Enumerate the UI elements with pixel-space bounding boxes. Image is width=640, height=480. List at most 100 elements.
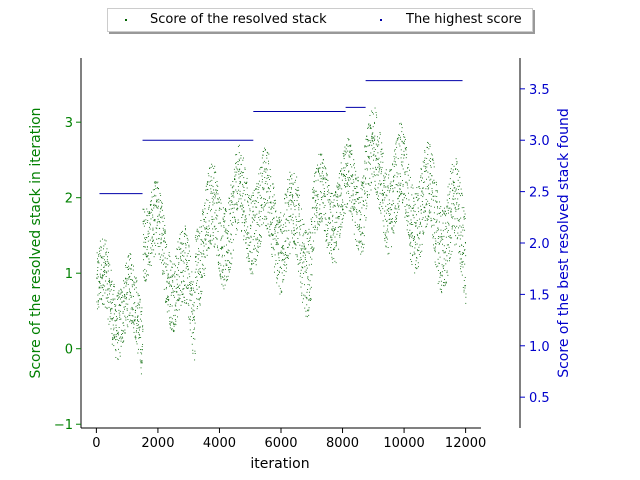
resolved-point [215,236,217,238]
resolved-point [353,186,355,188]
resolved-point [416,187,418,189]
resolved-point [260,205,262,206]
resolved-point [456,173,458,175]
resolved-point [334,194,336,196]
resolved-point [362,250,364,252]
resolved-point [296,194,298,196]
resolved-point [228,240,230,242]
resolved-point [385,246,387,248]
resolved-point [254,233,256,234]
resolved-point [446,270,448,272]
resolved-point [432,196,434,197]
resolved-point [334,247,336,249]
resolved-point [297,194,299,196]
resolved-point [244,216,246,218]
resolved-point [239,206,241,208]
resolved-point [450,208,452,210]
resolved-point [374,123,376,124]
resolved-point [296,254,298,256]
resolved-point [275,244,277,246]
resolved-point [327,244,329,246]
resolved-point [396,217,397,219]
resolved-point [455,163,457,165]
resolved-point [349,210,351,212]
resolved-point [193,319,195,321]
resolved-point [114,298,116,300]
resolved-point [415,264,416,266]
resolved-point [224,278,226,280]
resolved-point [106,283,108,285]
resolved-point [227,237,229,239]
resolved-point [410,245,412,247]
left-y-tick-label: 2 [65,192,73,207]
resolved-point [407,224,409,226]
resolved-point [284,202,286,204]
resolved-point [440,291,442,292]
resolved-point [377,163,379,165]
resolved-point [273,188,274,189]
resolved-point [244,222,246,224]
resolved-point [366,191,368,192]
resolved-point [284,230,286,232]
resolved-point [428,209,430,211]
resolved-point [271,233,272,235]
resolved-point [320,154,322,156]
resolved-point [338,204,340,206]
resolved-point [359,242,361,244]
x-tick-label: 4000 [203,436,236,451]
resolved-point [214,165,216,167]
resolved-point [305,231,307,233]
resolved-point [338,185,340,187]
resolved-point [178,285,179,287]
resolved-point [428,193,430,195]
resolved-point [254,203,256,205]
resolved-point [127,269,129,270]
resolved-point [122,311,124,313]
resolved-point [280,230,282,232]
resolved-point [410,232,412,234]
resolved-point [261,196,262,198]
resolved-point [285,195,287,196]
resolved-point [356,186,358,188]
resolved-point [426,178,427,180]
resolved-point [109,284,111,286]
resolved-point [171,288,173,290]
resolved-point [223,221,225,223]
resolved-point [186,287,188,289]
resolved-point [423,165,425,167]
resolved-point [247,226,249,228]
resolved-point [137,320,138,322]
resolved-point [304,257,306,259]
resolved-point [99,250,100,252]
resolved-point [388,199,390,201]
resolved-point [226,244,227,246]
resolved-point [437,270,439,271]
resolved-point [258,183,259,185]
resolved-point [425,170,427,172]
resolved-point [324,230,326,232]
resolved-point [126,281,128,283]
resolved-point [313,240,314,242]
resolved-point [418,253,420,255]
resolved-point [354,187,356,189]
resolved-point [205,235,206,237]
resolved-point [152,239,154,241]
resolved-point [103,256,105,258]
resolved-point [297,221,299,222]
resolved-point [290,204,292,206]
resolved-point [290,187,292,189]
resolved-point [208,208,210,210]
resolved-point [153,220,155,222]
resolved-point [315,215,317,217]
resolved-point [274,202,276,204]
resolved-point [279,293,281,295]
resolved-point [401,191,403,193]
resolved-point [394,150,396,152]
resolved-point [129,290,131,292]
resolved-point [444,270,446,271]
resolved-point [327,233,329,235]
resolved-point [381,167,383,169]
resolved-point [453,193,455,195]
resolved-point [255,230,257,231]
resolved-point [274,254,276,256]
